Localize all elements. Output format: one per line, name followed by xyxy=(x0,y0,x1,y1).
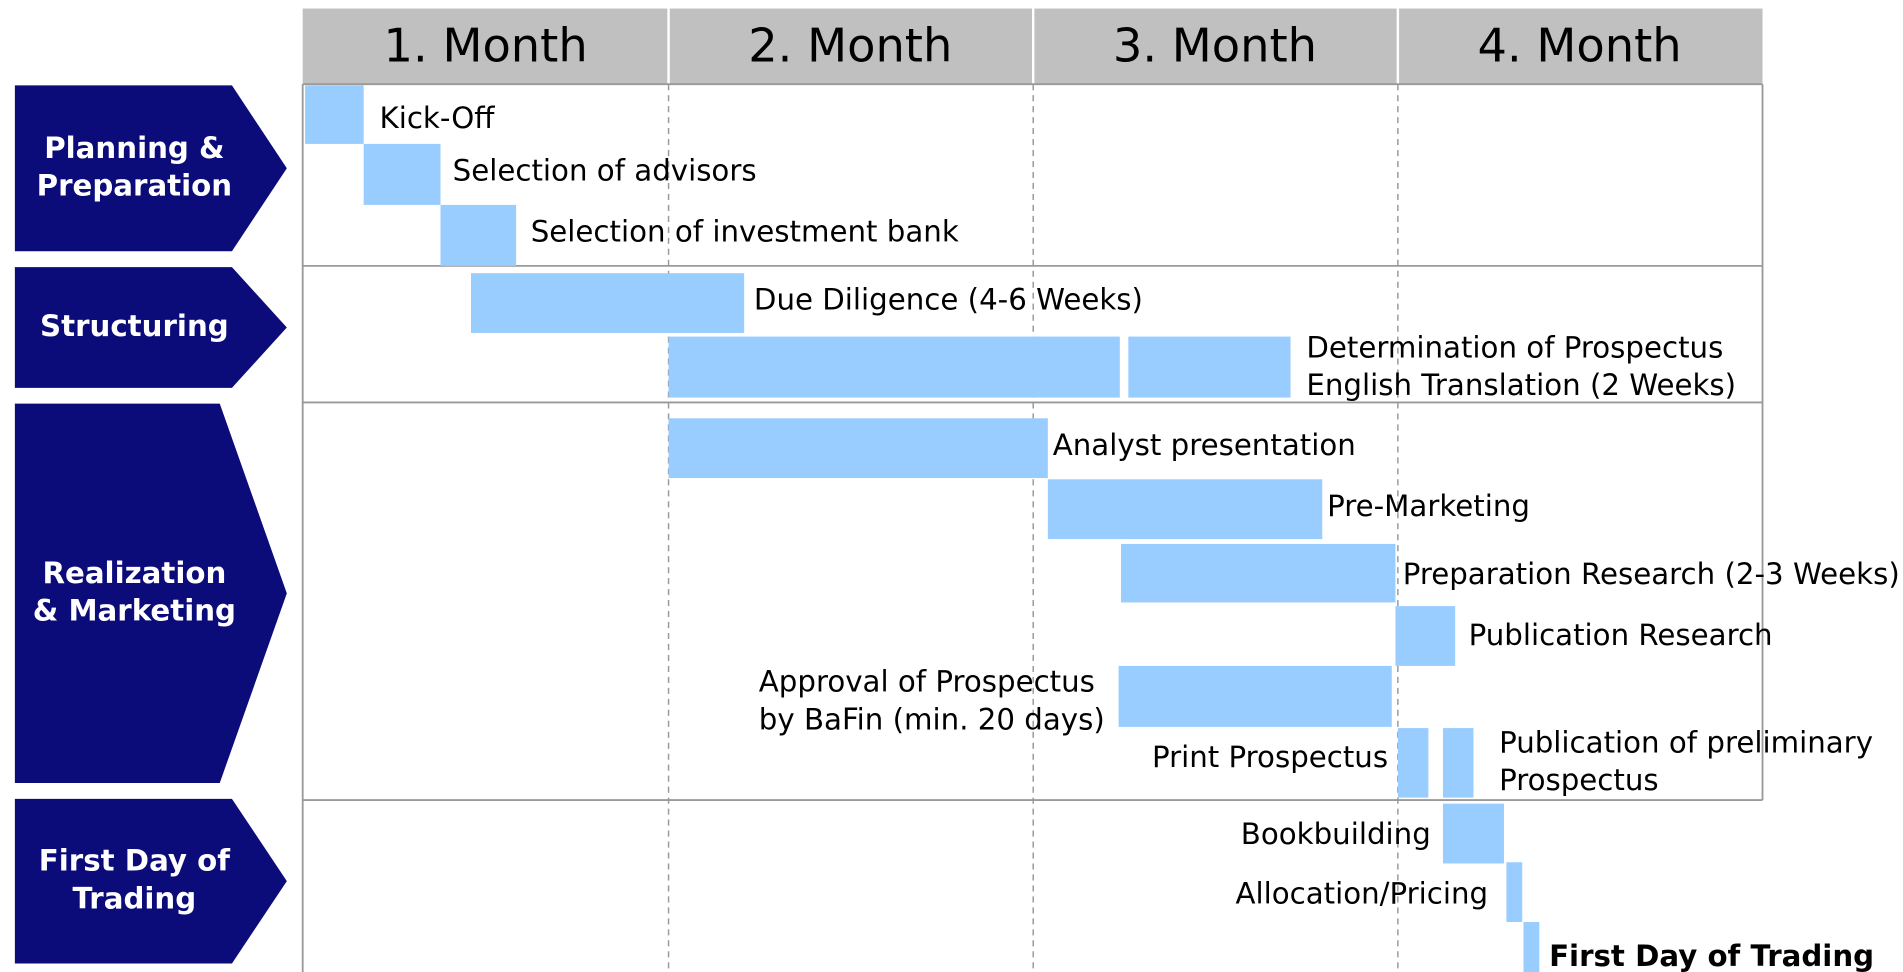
phase-chevron xyxy=(14,403,287,783)
task-label: Preparation Research (2-3 Weeks) xyxy=(1403,557,1900,591)
task-bar xyxy=(1397,728,1429,798)
task-bar xyxy=(440,204,517,266)
task-label: Due Diligence (4-6 Weeks) xyxy=(754,283,1143,317)
phase-label: Trading xyxy=(73,882,197,916)
task-label: Analyst presentation xyxy=(1053,428,1356,462)
task-label: Kick-Off xyxy=(380,101,496,135)
task-bar xyxy=(1523,921,1540,972)
task-bar xyxy=(1506,862,1523,922)
task-label: Selection of investment bank xyxy=(531,214,959,248)
task-bar xyxy=(1395,606,1456,666)
task-bar xyxy=(1047,479,1323,540)
task-label: Determination of Prospectus xyxy=(1306,330,1723,364)
task-bar xyxy=(1121,543,1396,603)
task-bar xyxy=(470,273,745,333)
month-label: 2. Month xyxy=(748,18,952,72)
phase-label: Realization xyxy=(42,556,226,590)
month-label: 3. Month xyxy=(1113,18,1317,72)
task-label: Approval of Prospectus xyxy=(759,664,1095,698)
task-label: Publication Research xyxy=(1469,618,1773,652)
task-label: English Translation (2 Weeks) xyxy=(1306,368,1736,402)
task-bar xyxy=(1128,336,1291,398)
phase-label: & Marketing xyxy=(33,594,236,628)
task-bar xyxy=(363,143,441,205)
phase-chevron xyxy=(14,267,287,388)
phase-label: First Day of xyxy=(39,844,230,878)
task-label: Print Prospectus xyxy=(1152,740,1388,774)
phase-chevron xyxy=(14,798,287,964)
task-label: by BaFin (min. 20 days) xyxy=(759,702,1105,736)
task-label: Selection of advisors xyxy=(453,153,757,187)
task-label: Publication of preliminary xyxy=(1499,725,1873,759)
task-bar xyxy=(305,85,364,144)
task-bar xyxy=(668,336,1120,398)
task-bar xyxy=(1118,665,1392,727)
task-label: Bookbuilding xyxy=(1241,817,1431,851)
phase-label: Planning & xyxy=(44,131,224,165)
task-label: Allocation/Pricing xyxy=(1235,877,1488,911)
phase-label: Structuring xyxy=(40,309,229,343)
task-label: Prospectus xyxy=(1499,763,1659,797)
task-bar xyxy=(1442,803,1504,864)
task-bar xyxy=(1442,728,1474,798)
month-dividers xyxy=(667,84,1399,972)
header-dividers xyxy=(667,8,1400,85)
month-label: 4. Month xyxy=(1478,18,1682,72)
phase-chevron xyxy=(14,85,287,252)
task-bar xyxy=(668,418,1048,479)
month-label: 1. Month xyxy=(384,18,588,72)
task-label: Pre-Marketing xyxy=(1327,489,1530,523)
task-label: First Day of Trading xyxy=(1549,939,1874,972)
phase-label: Preparation xyxy=(37,169,232,203)
